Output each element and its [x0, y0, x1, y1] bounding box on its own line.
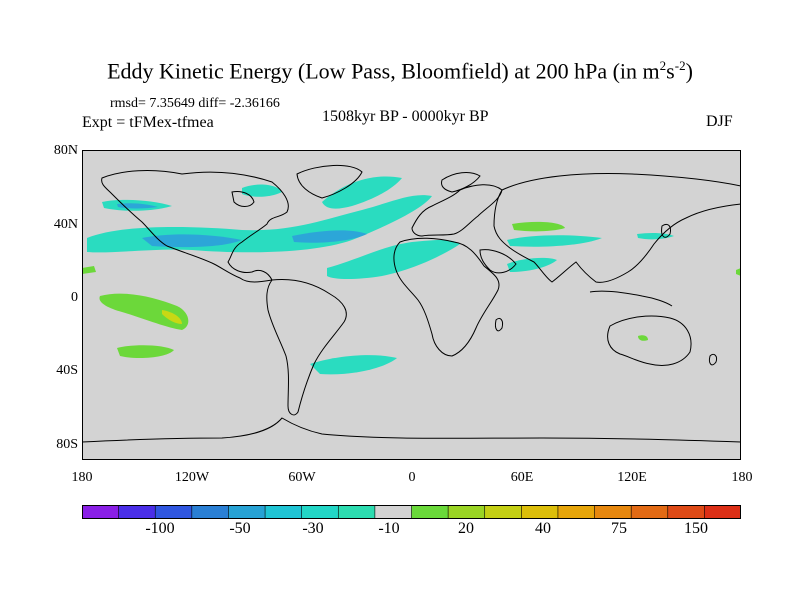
coast-antarctica: [82, 417, 741, 443]
blue-core-na-north: [117, 203, 158, 209]
stats-text: rmsd= 7.35649 diff= -2.36166: [110, 96, 280, 111]
x-tick-label: 120W: [174, 470, 210, 485]
anomaly-fields: [82, 176, 741, 375]
colorbar-box: [374, 505, 413, 519]
colorbar: [82, 505, 741, 519]
coast-australia: [607, 315, 692, 366]
x-tick-label: 60W: [288, 470, 316, 485]
colorbar-label: -30: [302, 520, 324, 537]
coast-north-america: [101, 170, 289, 283]
coast-europe: [411, 184, 503, 237]
x-tick-label: 60E: [510, 470, 534, 485]
x-tick-label: 0: [408, 470, 416, 485]
coast-japan: [661, 223, 671, 238]
colorbar-box: [154, 505, 193, 519]
colorbar-box: [667, 505, 706, 519]
yellow-core-pacific: [162, 310, 182, 324]
blue-core-na: [142, 234, 242, 248]
period-label: 1508kyr BP - 0000kyr BP: [322, 108, 489, 125]
y-tick-label: 80S: [56, 437, 78, 452]
colorbar-box: [337, 505, 376, 519]
colorbar-box: [264, 505, 303, 519]
blue-core-na-east: [292, 230, 367, 243]
coast-greenland: [296, 164, 363, 199]
green-field-small-2: [638, 335, 648, 341]
cyan-field-north-atlantic: [322, 176, 402, 209]
green-field-small-1: [82, 266, 96, 274]
cyan-field-asia: [507, 235, 602, 247]
x-tick-label: 120E: [617, 470, 647, 485]
coast-asia: [493, 173, 741, 283]
coastlines: [82, 164, 741, 443]
colorbar-box: [447, 505, 486, 519]
colorbar-box: [82, 505, 120, 519]
colorbar-label: -50: [229, 520, 251, 537]
cyan-field-india: [507, 257, 557, 272]
green-field-asia: [512, 221, 565, 232]
y-tick-label: 0: [71, 290, 78, 305]
coast-new-zealand: [709, 353, 717, 366]
colorbar-label: 75: [611, 520, 627, 537]
colorbar-box: [704, 505, 741, 519]
colorbar-label: 150: [684, 520, 708, 537]
green-field-small-3: [736, 268, 741, 276]
coast-indonesia: [589, 290, 673, 307]
x-tick-label: 180: [71, 470, 93, 485]
map-frame: [82, 150, 741, 460]
colorbar-boxes: [82, 505, 741, 519]
colorbar-box: [118, 505, 157, 519]
cyan-field-south-atlantic: [310, 355, 397, 375]
colorbar-label: -100: [145, 520, 175, 537]
coast-arabia: [479, 249, 517, 274]
coast-madagascar: [495, 317, 503, 332]
colorbar-box: [228, 505, 266, 519]
figure-title: Eddy Kinetic Energy (Low Pass, Bloomfiel…: [107, 58, 693, 84]
coast-africa: [393, 237, 500, 357]
x-tick-label: 180: [731, 470, 753, 485]
y-tick-label: 40N: [53, 217, 78, 232]
green-field-south-pacific: [117, 345, 174, 358]
colorbar-box: [191, 505, 230, 519]
colorbar-box: [557, 505, 596, 519]
colorbar-box: [594, 505, 632, 519]
colorbar-frame: [82, 505, 741, 519]
colorbar-box: [630, 505, 669, 519]
green-field-pacific: [99, 293, 189, 330]
y-tick-label: 80N: [53, 143, 78, 158]
colorbar-box: [301, 505, 340, 519]
colorbar-box: [484, 505, 523, 519]
colorbar-box: [411, 505, 449, 519]
colorbar-label: -10: [378, 520, 400, 537]
colorbar-label: 40: [535, 520, 551, 537]
world-map-plot: [82, 150, 741, 460]
experiment-label: Expt = tFMex-tfmea: [82, 114, 214, 131]
coast-hudson: [231, 191, 255, 207]
cyan-field-greenland: [242, 184, 282, 197]
colorbar-box: [521, 505, 559, 519]
y-tick-label: 40S: [56, 363, 78, 378]
season-label: DJF: [706, 113, 733, 130]
coast-scandinavia: [441, 172, 481, 193]
colorbar-label: 20: [458, 520, 474, 537]
coast-south-america: [266, 279, 347, 416]
